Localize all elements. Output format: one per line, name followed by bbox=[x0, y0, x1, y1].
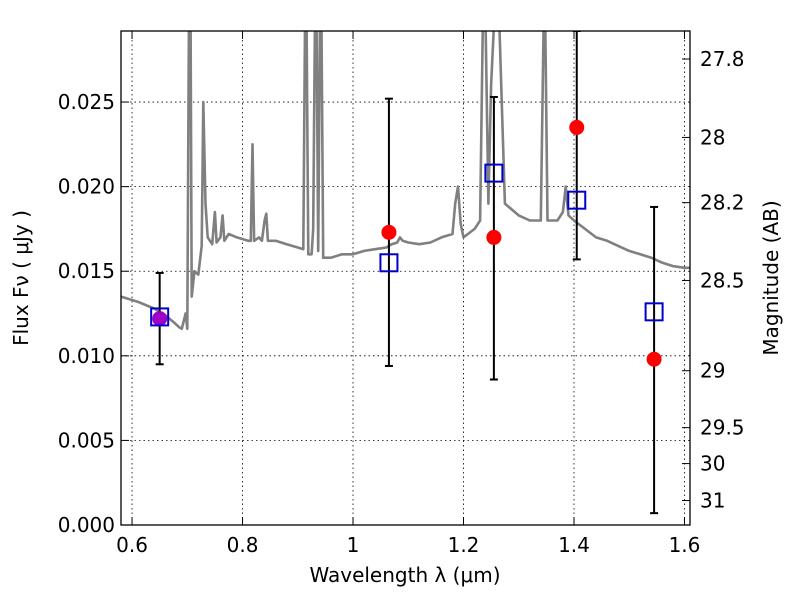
right-tick-label: 28.5 bbox=[700, 268, 745, 292]
model-point bbox=[484, 163, 504, 183]
x-tick-label: 0.6 bbox=[116, 533, 148, 557]
ticks: 0.6 0.8 1 1.2 1.4 1.6 0.000 0.005 0.010 0.015 0.02… bbox=[58, 31, 745, 557]
model-point bbox=[379, 253, 399, 273]
right-tick-label: 29 bbox=[700, 359, 725, 383]
x-tick-label: 1.4 bbox=[558, 533, 590, 557]
observed-point bbox=[569, 119, 585, 135]
plot-area bbox=[121, 31, 690, 515]
observed-point bbox=[486, 229, 502, 245]
observed-point bbox=[152, 311, 168, 327]
x-tick-label: 1.6 bbox=[669, 533, 701, 557]
x-tick-label: 1 bbox=[347, 533, 360, 557]
spectrum-line bbox=[121, 31, 690, 331]
right-tick-label: 27.8 bbox=[700, 47, 745, 71]
y-tick-label: 0.015 bbox=[58, 259, 115, 283]
right-tick-label: 28 bbox=[700, 125, 725, 149]
y-axis-label: Flux Fν ( μJy ) bbox=[9, 210, 33, 346]
grid bbox=[121, 31, 690, 525]
model-point bbox=[150, 307, 170, 327]
model-point bbox=[567, 190, 587, 210]
y-tick-label: 0.020 bbox=[58, 175, 115, 199]
x-tick-label: 1.2 bbox=[448, 533, 480, 557]
observed-point bbox=[381, 224, 397, 240]
right-tick-label: 30 bbox=[700, 452, 725, 476]
observed-point bbox=[646, 351, 662, 367]
model-point bbox=[644, 302, 664, 322]
x-tick-label: 0.8 bbox=[227, 533, 259, 557]
right-tick-label: 29.5 bbox=[700, 416, 745, 440]
y-tick-label: 0.010 bbox=[58, 344, 115, 368]
y-tick-label: 0.005 bbox=[58, 428, 115, 452]
y-tick-label: 0.000 bbox=[58, 513, 115, 537]
y-tick-label: 0.025 bbox=[58, 90, 115, 114]
y-axis-label-right: Magnitude (AB) bbox=[759, 200, 783, 355]
x-axis-label: Wavelength λ (μm) bbox=[309, 563, 500, 587]
right-tick-label: 28.2 bbox=[700, 191, 745, 215]
plot-frame bbox=[120, 30, 691, 526]
right-tick-label: 31 bbox=[700, 489, 725, 513]
